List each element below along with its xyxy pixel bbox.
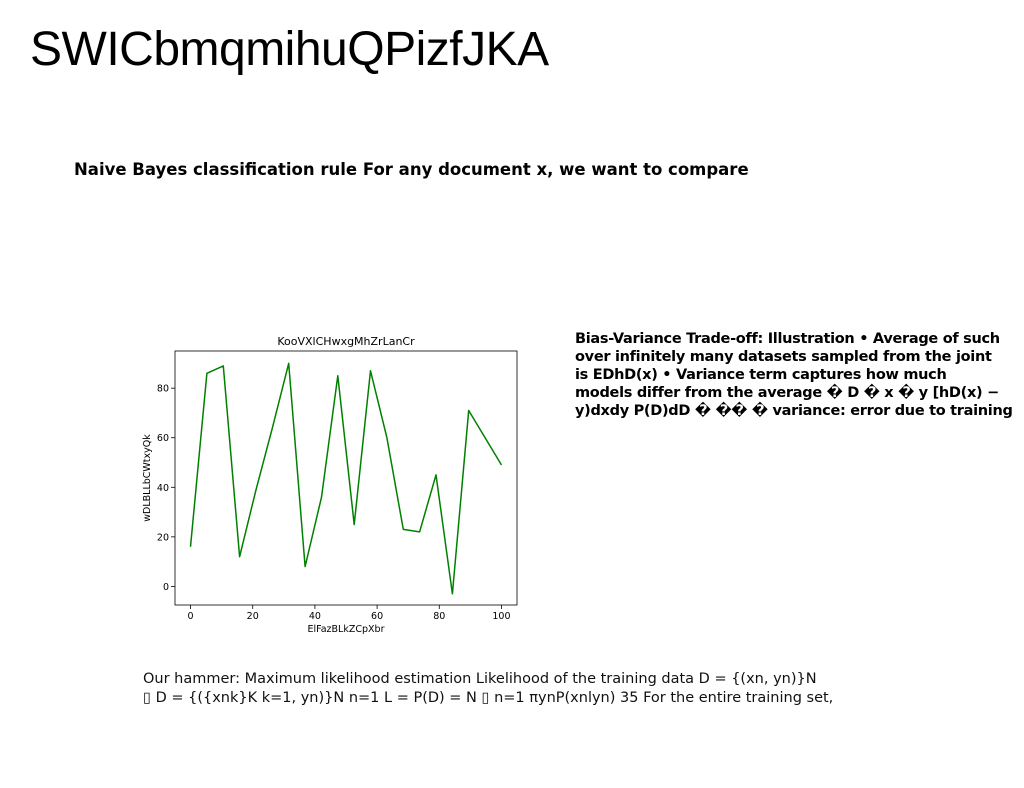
- y-tick-label: 40: [157, 483, 169, 494]
- side-text-line: over infinitely many datasets sampled fr…: [575, 349, 992, 365]
- line-chart: KooVXlCHwxgMhZrLanCr 0 20 40 60 80 100 0 20 40 60 8…: [142, 335, 518, 635]
- side-text-line: y)dxdy P(D)dD � �� � variance: error due…: [575, 403, 1013, 419]
- y-tick-label: 80: [157, 384, 169, 395]
- bottom-text-line: ▯ D = {({xnk}K k=1, yn)}N n=1 L = P(D) =…: [143, 690, 834, 706]
- x-tick-label: 20: [247, 611, 259, 622]
- side-text-line: Bias-Variance Trade-off: Illustration • …: [575, 331, 1000, 347]
- plot-frame: [174, 350, 518, 606]
- x-tick-label: 100: [492, 611, 510, 622]
- side-text-line: models differ from the average � D � x �…: [575, 385, 999, 401]
- x-tick-label: 0: [188, 611, 194, 622]
- y-tick-label: 20: [157, 532, 169, 543]
- y-tick-label: 0: [163, 582, 169, 593]
- page-title: SWICbmqmihuQPizfJKA: [30, 23, 549, 76]
- x-axis-label: ElFazBLkZCpXbr: [308, 624, 385, 635]
- page-subtitle: Naive Bayes classification rule For any …: [74, 160, 749, 179]
- bottom-text-block: Our hammer: Maximum likelihood estimatio…: [143, 670, 833, 708]
- chart-title: KooVXlCHwxgMhZrLanCr: [277, 335, 415, 348]
- y-axis-label: wDLBLLbCWtxyQk: [142, 434, 153, 522]
- x-tick-label: 40: [309, 611, 321, 622]
- side-text-block: Bias-Variance Trade-off: Illustration • …: [575, 330, 1024, 420]
- x-tick-label: 80: [433, 611, 445, 622]
- bottom-text-line: Our hammer: Maximum likelihood estimatio…: [143, 671, 817, 687]
- y-tick-label: 60: [157, 433, 169, 444]
- x-tick-label: 60: [371, 611, 383, 622]
- chart: KooVXlCHwxgMhZrLanCr 0 20 40 60 80 100 0 20 40 60 8…: [140, 330, 530, 645]
- series-line: [189, 362, 503, 595]
- side-text-line: is EDhD(x) • Variance term captures how …: [575, 367, 947, 383]
